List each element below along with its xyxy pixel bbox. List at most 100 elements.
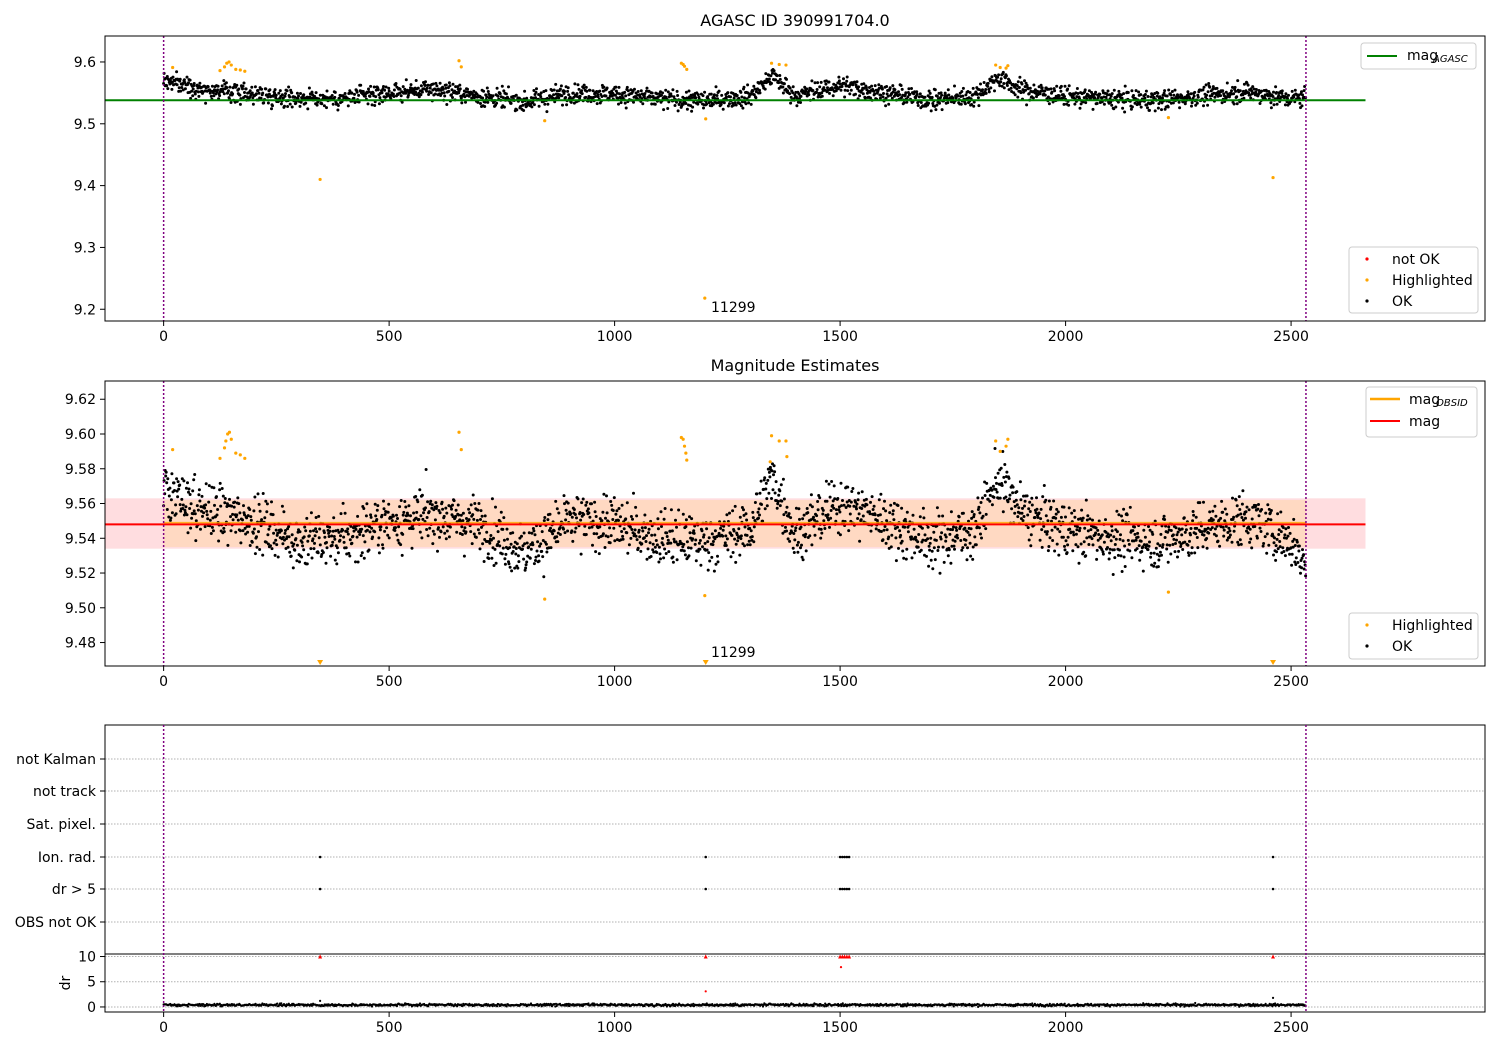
ok-point xyxy=(406,513,410,517)
ok-point xyxy=(1022,515,1026,518)
ok-point xyxy=(765,504,769,508)
ok-point xyxy=(899,533,903,537)
ok-point xyxy=(1297,549,1301,553)
ok-point xyxy=(1230,540,1234,544)
ok-point xyxy=(936,549,940,552)
ok-point xyxy=(474,535,478,539)
ok-point xyxy=(598,525,602,529)
ok-point xyxy=(1228,529,1232,533)
ok-point xyxy=(406,93,410,97)
ok-point xyxy=(252,527,256,531)
ok-point xyxy=(460,101,464,105)
ok-point xyxy=(355,90,359,94)
ok-point xyxy=(1202,533,1206,537)
ok-point xyxy=(420,493,424,497)
ok-point xyxy=(1188,539,1191,543)
ok-point xyxy=(633,532,636,536)
ok-point xyxy=(1193,551,1197,555)
ok-point xyxy=(534,555,538,559)
ok-point xyxy=(1288,552,1292,556)
ok-point xyxy=(710,555,714,559)
highlighted-point xyxy=(1004,66,1008,70)
ok-point xyxy=(168,79,172,83)
ok-point xyxy=(1080,508,1084,512)
ok-point xyxy=(282,510,286,514)
ok-point xyxy=(193,92,197,96)
ok-point xyxy=(620,503,624,507)
ok-point xyxy=(237,87,241,91)
ok-point xyxy=(744,512,748,516)
ok-point xyxy=(165,481,169,485)
ok-point xyxy=(993,447,997,450)
ok-point xyxy=(281,535,285,539)
ok-point xyxy=(586,507,590,511)
ok-point xyxy=(1078,106,1082,110)
ok-point xyxy=(923,533,927,537)
ok-point xyxy=(1089,528,1093,532)
ok-point xyxy=(295,543,299,547)
ok-point xyxy=(870,495,874,499)
ok-point xyxy=(675,525,678,529)
ok-point xyxy=(1247,508,1251,512)
ok-point xyxy=(193,512,197,516)
ok-point xyxy=(930,95,934,99)
ok-point xyxy=(1084,554,1088,558)
ok-point xyxy=(175,83,179,87)
ok-point xyxy=(810,505,814,509)
ok-point xyxy=(492,564,496,567)
ok-point xyxy=(397,525,401,529)
ok-point xyxy=(317,514,321,518)
ok-point xyxy=(758,491,762,495)
ok-point xyxy=(1054,512,1058,516)
highlighted-point xyxy=(994,63,998,67)
ok-point xyxy=(900,506,904,510)
flag-point xyxy=(845,855,849,859)
ok-point xyxy=(1299,571,1302,575)
ok-point xyxy=(830,480,834,483)
ok-point xyxy=(462,92,466,96)
ok-point xyxy=(458,87,462,91)
ok-point xyxy=(573,530,577,534)
ok-point xyxy=(738,102,742,106)
highlighted-point xyxy=(769,61,774,65)
ok-point xyxy=(959,102,963,106)
ok-point xyxy=(525,541,529,545)
ok-point xyxy=(273,88,277,92)
ok-point xyxy=(595,532,599,536)
ok-point xyxy=(655,92,659,96)
ok-point xyxy=(425,89,429,93)
ok-point xyxy=(554,499,558,503)
ok-point xyxy=(332,535,336,538)
ok-point xyxy=(563,502,566,506)
ok-point xyxy=(219,504,223,508)
ok-point xyxy=(166,87,170,91)
ok-point xyxy=(343,92,347,95)
ok-point xyxy=(793,529,797,533)
ok-point xyxy=(359,554,363,558)
ok-point xyxy=(792,551,796,554)
ok-point xyxy=(1010,507,1014,511)
ok-point xyxy=(222,530,226,534)
ok-point xyxy=(483,514,487,518)
ok-point xyxy=(669,541,673,545)
ok-point xyxy=(170,472,174,476)
ok-point xyxy=(552,529,556,533)
ok-point xyxy=(709,92,713,96)
ok-point xyxy=(767,470,771,474)
ok-point xyxy=(1077,561,1081,565)
ok-point xyxy=(1073,102,1077,106)
ok-point xyxy=(1241,89,1245,93)
ok-point xyxy=(1183,102,1187,106)
ok-point xyxy=(428,86,432,90)
ok-point xyxy=(424,80,427,84)
ok-point xyxy=(418,530,422,534)
ok-point xyxy=(1180,533,1184,537)
ok-point xyxy=(522,557,526,561)
ok-point xyxy=(1181,548,1185,551)
ok-point xyxy=(307,86,311,90)
ok-point xyxy=(1123,110,1127,114)
ok-point xyxy=(565,512,569,516)
ok-point xyxy=(1250,546,1254,550)
ok-point xyxy=(1183,530,1187,534)
ok-point xyxy=(469,503,473,507)
